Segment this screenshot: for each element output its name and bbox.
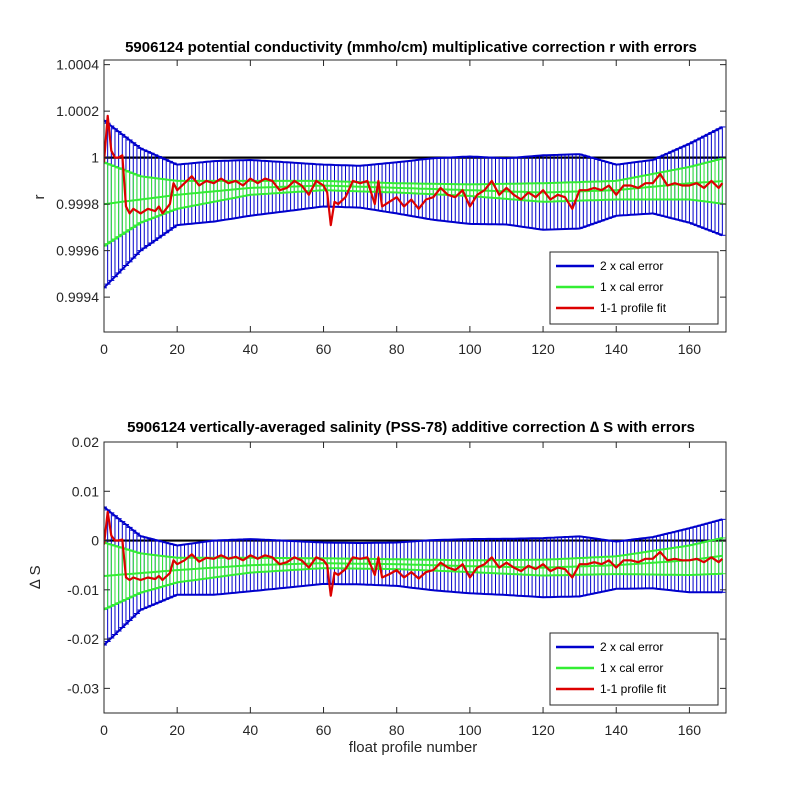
x-axis-label: float profile number	[349, 739, 477, 756]
y-axis-label: ∆ S	[27, 565, 44, 588]
series-group	[104, 114, 726, 289]
chart-title: 5906124 potential conductivity (mmho/cm)…	[125, 39, 697, 56]
legend: 2 x cal error 1 x cal error 1-1 profile fi…	[549, 251, 719, 325]
y-tick-label: -0.01	[67, 582, 99, 598]
legend-item-two-x-label: 2 x cal error	[600, 259, 663, 273]
legend: 2 x cal error 1 x cal error 1-1 profile fi…	[549, 632, 719, 706]
two-x-upper-line	[104, 119, 723, 167]
x-tick-label: 140	[605, 341, 629, 357]
salinity-correction-chart: 5906124 vertically-averaged salinity (PS…	[27, 419, 727, 756]
legend-item-one-x-label: 1 x cal error	[600, 280, 663, 294]
chart-title: 5906124 vertically-averaged salinity (PS…	[127, 419, 695, 436]
x-tick-label: 160	[678, 722, 702, 738]
x-tick-label: 140	[605, 722, 629, 738]
y-tick-label: 0	[91, 533, 99, 549]
x-tick-label: 40	[243, 722, 259, 738]
legend-item-fit-label: 1-1 profile fit	[600, 301, 667, 315]
y-tick-label: 1	[91, 150, 99, 166]
x-tick-label: 160	[678, 341, 702, 357]
series-group	[104, 506, 726, 646]
two-x-error-bars	[104, 506, 726, 646]
x-tick-label: 20	[169, 341, 185, 357]
x-tick-label: 60	[316, 722, 332, 738]
y-tick-label: 0.9994	[56, 289, 99, 305]
two-x-lower-line	[104, 205, 723, 289]
one-x-lower-line	[104, 189, 723, 247]
legend-item-fit-label: 1-1 profile fit	[600, 682, 667, 696]
one-x-lower-line	[104, 567, 723, 611]
legend-item-one-x-label: 1 x cal error	[600, 661, 663, 675]
two-x-upper-line	[104, 506, 723, 547]
plot-area: 0 20 40 60 80 100 120 140 160 -0.03 -0.02 -0.01 0 0.0…	[67, 434, 727, 738]
y-tick-label: 0.01	[72, 483, 99, 499]
y-tick-label: -0.03	[67, 680, 99, 696]
x-tick-label: 80	[389, 341, 405, 357]
x-tick-label: 0	[100, 722, 108, 738]
y-axis-label: r	[31, 195, 48, 200]
two-x-lower-line	[104, 582, 723, 646]
x-tick-label: 120	[531, 722, 555, 738]
y-tick-label: 0.9998	[56, 196, 99, 212]
y-tick-label: 1.0004	[56, 57, 99, 73]
x-tick-label: 60	[316, 341, 332, 357]
y-tick-label: 1.0002	[56, 103, 99, 119]
axes-box	[103, 59, 727, 333]
y-tick-label: -0.02	[67, 631, 99, 647]
x-tick-label: 80	[389, 722, 405, 738]
profile-fit-line	[104, 114, 724, 227]
plot-area: 0 20 40 60 80 100 120 140 160 0.9994 0.9996 0.9998 1…	[56, 57, 727, 357]
x-tick-label: 100	[458, 341, 482, 357]
legend-item-two-x-label: 2 x cal error	[600, 640, 663, 654]
x-tick-label: 100	[458, 722, 482, 738]
profile-fit-line	[104, 510, 724, 597]
axes-box	[103, 441, 727, 714]
y-tick-label: 0.9996	[56, 243, 99, 259]
x-tick-label: 40	[243, 341, 259, 357]
conductivity-correction-chart: 5906124 potential conductivity (mmho/cm)…	[31, 39, 727, 357]
y-tick-label: 0.02	[72, 434, 99, 450]
x-tick-label: 20	[169, 722, 185, 738]
x-tick-label: 120	[531, 341, 555, 357]
x-tick-label: 0	[100, 341, 108, 357]
